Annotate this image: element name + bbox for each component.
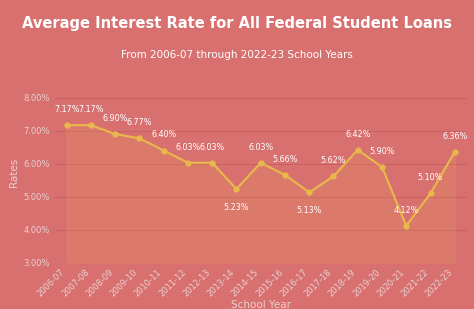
Text: 5.66%: 5.66% xyxy=(272,155,298,164)
Text: Average Interest Rate for All Federal Student Loans: Average Interest Rate for All Federal St… xyxy=(22,16,452,31)
Text: 5.10%: 5.10% xyxy=(418,173,443,182)
Text: 6.77%: 6.77% xyxy=(127,118,152,127)
Text: 5.90%: 5.90% xyxy=(369,147,395,156)
Text: 6.03%: 6.03% xyxy=(248,143,273,152)
X-axis label: School Year: School Year xyxy=(231,300,291,309)
Text: 6.90%: 6.90% xyxy=(102,114,128,123)
Text: 5.23%: 5.23% xyxy=(224,203,249,212)
Text: 6.42%: 6.42% xyxy=(345,130,370,139)
Text: 6.03%: 6.03% xyxy=(200,143,225,152)
Text: From 2006-07 through 2022-23 School Years: From 2006-07 through 2022-23 School Year… xyxy=(121,50,353,60)
Text: 7.17%: 7.17% xyxy=(78,105,104,114)
Y-axis label: Rates: Rates xyxy=(9,157,19,187)
Text: 6.03%: 6.03% xyxy=(175,143,201,152)
Text: 6.40%: 6.40% xyxy=(151,130,176,139)
Text: 5.62%: 5.62% xyxy=(321,156,346,165)
Text: 4.12%: 4.12% xyxy=(393,205,419,215)
Text: 5.13%: 5.13% xyxy=(297,206,322,215)
Text: 7.17%: 7.17% xyxy=(54,105,79,114)
Text: 6.36%: 6.36% xyxy=(442,132,467,141)
